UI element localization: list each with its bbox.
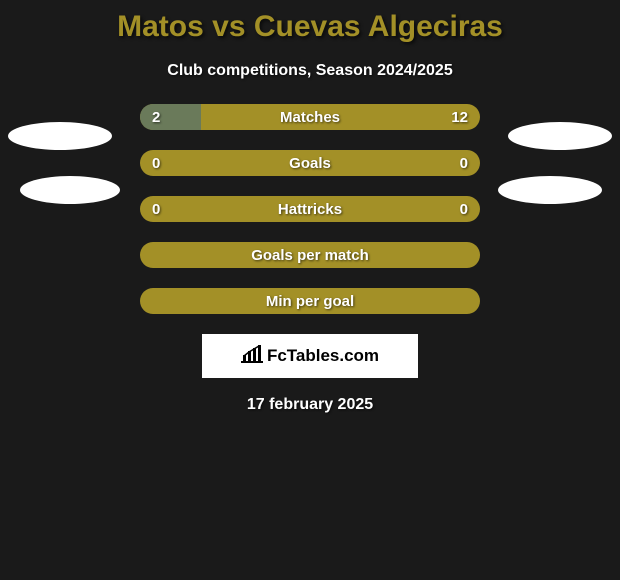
stat-row: Hattricks0 0 bbox=[140, 196, 480, 222]
stat-value-left: 0 bbox=[152, 196, 160, 222]
stat-label: Matches bbox=[140, 104, 480, 130]
stat-value-right: 0 bbox=[460, 150, 468, 176]
source-logo: FcTables.com bbox=[202, 334, 418, 378]
comparison-card: Matos vs Cuevas Algeciras Club competiti… bbox=[0, 0, 620, 414]
stat-value-left: 0 bbox=[152, 150, 160, 176]
stat-value-right: 12 bbox=[451, 104, 468, 130]
date-text: 17 february 2025 bbox=[0, 396, 620, 414]
logo-inner: FcTables.com bbox=[241, 345, 379, 368]
decorative-ellipse bbox=[498, 176, 602, 204]
stat-row: Min per goal bbox=[140, 288, 480, 314]
decorative-ellipse bbox=[8, 122, 112, 150]
decorative-ellipse bbox=[508, 122, 612, 150]
stat-label: Goals per match bbox=[140, 242, 480, 268]
logo-text: FcTables.com bbox=[267, 346, 379, 366]
stat-label: Min per goal bbox=[140, 288, 480, 314]
stat-value-right: 0 bbox=[460, 196, 468, 222]
decorative-ellipse bbox=[20, 176, 120, 204]
title-text: Matos vs Cuevas Algeciras bbox=[117, 10, 503, 43]
subtitle: Club competitions, Season 2024/2025 bbox=[0, 62, 620, 80]
stat-row: Matches2 12 bbox=[140, 104, 480, 130]
stat-value-left: 2 bbox=[152, 104, 160, 130]
stat-row: Goals per match bbox=[140, 242, 480, 268]
page-title: Matos vs Cuevas Algeciras bbox=[0, 10, 620, 44]
chart-icon bbox=[241, 345, 263, 368]
stat-label: Hattricks bbox=[140, 196, 480, 222]
stat-label: Goals bbox=[140, 150, 480, 176]
stat-row: Goals0 0 bbox=[140, 150, 480, 176]
